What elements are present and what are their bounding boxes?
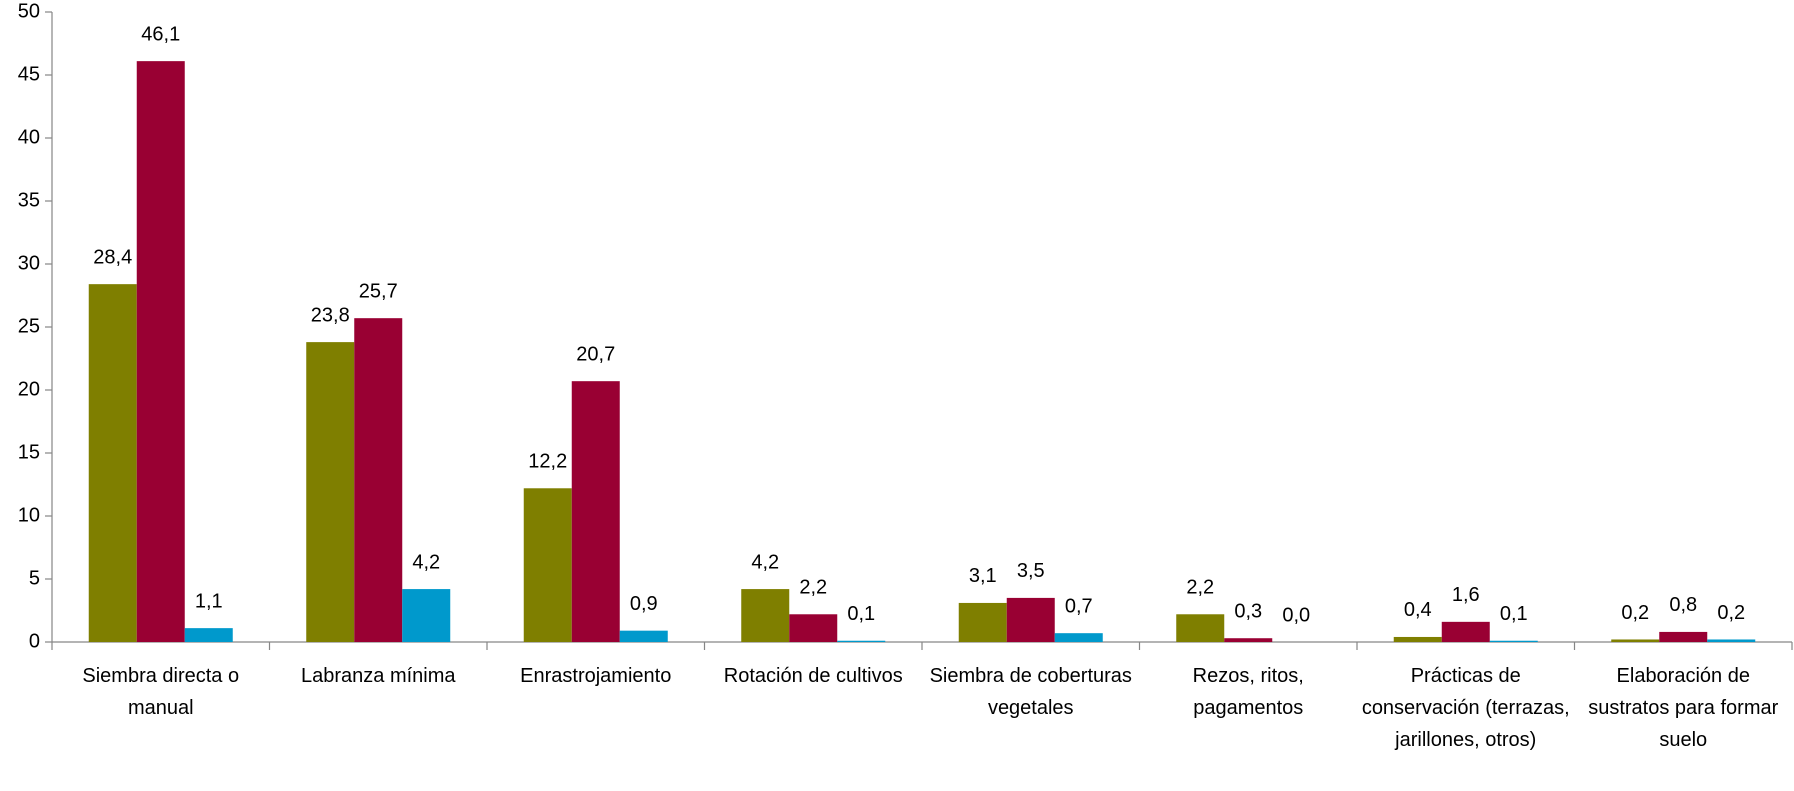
x-tick-label: Prácticas de conservación (terrazas, jar…: [1361, 665, 1570, 751]
y-tick-label: 45: [18, 63, 40, 85]
value-label: 4,2: [751, 551, 779, 573]
bar: [306, 342, 355, 642]
bar: [402, 589, 451, 642]
y-tick-label: 40: [18, 126, 40, 148]
x-tick-label: Labranza mínima: [300, 665, 456, 687]
y-tick-label: 5: [29, 567, 40, 589]
value-label: 3,5: [1017, 560, 1045, 582]
x-tick-label: Enrastrojamiento: [520, 665, 672, 687]
value-label: 0,8: [1669, 594, 1697, 616]
bar: [1707, 639, 1756, 642]
value-label: 23,8: [311, 304, 350, 326]
bar: [88, 284, 137, 642]
bar: [523, 488, 572, 642]
bar: [837, 640, 886, 642]
bar: [1224, 638, 1273, 642]
value-label: 1,1: [195, 590, 223, 612]
bar: [1489, 640, 1538, 642]
value-label: 12,2: [528, 451, 567, 473]
bar: [1611, 639, 1660, 642]
value-label: 20,7: [576, 343, 615, 365]
y-tick-label: 10: [18, 504, 40, 526]
bar: [619, 630, 668, 642]
bar: [1441, 621, 1490, 642]
y-tick-label: 20: [18, 378, 40, 400]
y-tick-label: 0: [29, 630, 40, 652]
value-label: 0,9: [630, 593, 658, 615]
y-tick-label: 25: [18, 315, 40, 337]
value-label: 0,4: [1404, 599, 1432, 621]
y-tick-label: 35: [18, 189, 40, 211]
value-label: 2,2: [799, 577, 827, 599]
value-label: 2,2: [1186, 577, 1214, 599]
value-label: 0,7: [1065, 595, 1093, 617]
value-label: 25,7: [359, 280, 398, 302]
bar: [1659, 631, 1708, 642]
bar: [571, 381, 620, 642]
value-label: 3,1: [969, 565, 997, 587]
bar: [958, 602, 1007, 642]
x-tick-label: Siembra de coberturas vegetales: [929, 665, 1132, 719]
bar: [1393, 636, 1442, 642]
bar: [184, 628, 233, 642]
value-label: 4,2: [412, 551, 440, 573]
bar: [741, 589, 790, 642]
x-tick-label: Elaboración de sustratos para formar sue…: [1588, 665, 1779, 751]
value-label: 46,1: [141, 23, 180, 45]
value-label: 0,0: [1282, 604, 1310, 626]
y-tick-label: 50: [18, 0, 40, 22]
bar: [1006, 597, 1055, 642]
value-label: 0,3: [1234, 601, 1262, 623]
y-tick-label: 30: [18, 252, 40, 274]
value-label: 0,2: [1621, 602, 1649, 624]
x-tick-label: Siembra directa o manual: [82, 665, 240, 719]
value-label: 28,4: [93, 246, 132, 268]
value-label: 0,2: [1717, 602, 1745, 624]
bar: [1176, 614, 1225, 642]
value-label: 1,6: [1452, 584, 1480, 606]
y-tick-label: 15: [18, 441, 40, 463]
bar: [136, 61, 185, 642]
bar: [1054, 633, 1103, 642]
bar: [789, 614, 838, 642]
x-tick-label: Rotación de cultivos: [723, 665, 903, 687]
value-label: 0,1: [1500, 603, 1528, 625]
bar: [354, 318, 403, 642]
x-tick-label: Rezos, ritos, pagamentos: [1192, 665, 1304, 719]
value-label: 0,1: [847, 603, 875, 625]
